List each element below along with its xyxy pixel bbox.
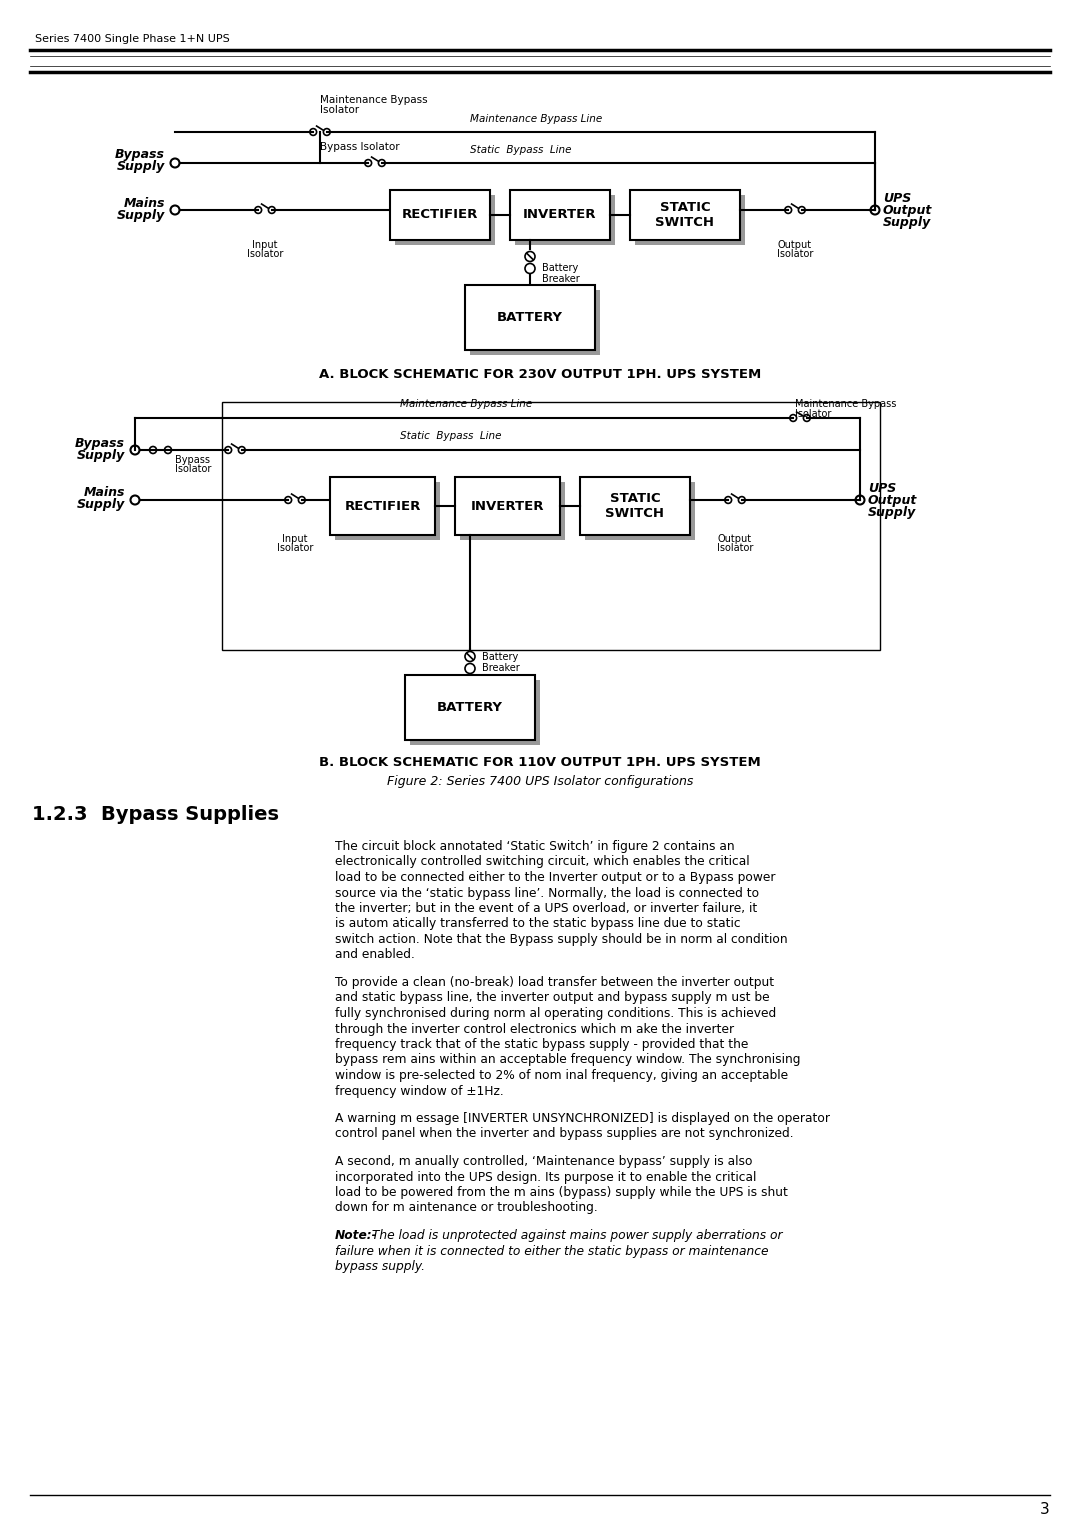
Bar — [585, 482, 696, 540]
Text: Output: Output — [868, 494, 917, 506]
Text: Output: Output — [718, 534, 752, 544]
Text: Bypass: Bypass — [114, 148, 165, 162]
Text: Isolator: Isolator — [247, 249, 283, 259]
Text: Isolator: Isolator — [795, 409, 832, 419]
Bar — [395, 195, 495, 246]
Text: Static  Bypass  Line: Static Bypass Line — [470, 145, 571, 156]
Text: frequency window of ±1Hz.: frequency window of ±1Hz. — [335, 1084, 503, 1098]
Text: bypass supply.: bypass supply. — [335, 1260, 426, 1273]
Bar — [510, 191, 610, 239]
Text: Supply: Supply — [117, 209, 165, 223]
Bar — [455, 477, 561, 535]
Text: Supply: Supply — [868, 506, 916, 518]
Text: Input: Input — [282, 534, 308, 544]
Text: 1.2.3  Bypass Supplies: 1.2.3 Bypass Supplies — [32, 805, 279, 824]
Text: UPS: UPS — [868, 482, 896, 496]
Bar — [515, 195, 615, 246]
Text: A warning m essage [INVERTER UNSYNCHRONIZED] is displayed on the operator: A warning m essage [INVERTER UNSYNCHRONI… — [335, 1112, 831, 1125]
Text: Supply: Supply — [883, 217, 931, 229]
Text: incorporated into the UPS design. Its purpose it to enable the critical: incorporated into the UPS design. Its pu… — [335, 1171, 756, 1183]
Bar — [470, 290, 600, 355]
Text: control panel when the inverter and bypass supplies are not synchronized.: control panel when the inverter and bypa… — [335, 1127, 794, 1141]
Text: Supply: Supply — [117, 160, 165, 172]
Text: 3: 3 — [1040, 1502, 1050, 1517]
Text: is autom atically transferred to the static bypass line due to static: is autom atically transferred to the sta… — [335, 918, 741, 930]
Text: the inverter; but in the event of a UPS overload, or inverter failure, it: the inverter; but in the event of a UPS … — [335, 901, 757, 915]
Text: Breaker: Breaker — [542, 274, 580, 284]
Text: Bypass: Bypass — [175, 454, 210, 465]
Text: Battery: Battery — [542, 262, 578, 273]
Text: source via the ‘static bypass line’. Normally, the load is connected to: source via the ‘static bypass line’. Nor… — [335, 886, 759, 900]
Text: Maintenance Bypass Line: Maintenance Bypass Line — [470, 114, 603, 124]
Text: and static bypass line, the inverter output and bypass supply m ust be: and static bypass line, the inverter out… — [335, 991, 770, 1005]
Text: Maintenance Bypass Line: Maintenance Bypass Line — [400, 400, 532, 409]
Text: down for m aintenance or troubleshooting.: down for m aintenance or troubleshooting… — [335, 1202, 597, 1214]
Text: Input: Input — [253, 239, 278, 250]
Text: Maintenance Bypass: Maintenance Bypass — [795, 400, 896, 409]
Text: Mains: Mains — [123, 197, 165, 210]
Text: window is pre-selected to 2% of nom inal frequency, giving an acceptable: window is pre-selected to 2% of nom inal… — [335, 1069, 788, 1083]
Bar — [405, 676, 535, 740]
Text: fully synchronised during norm al operating conditions. This is achieved: fully synchronised during norm al operat… — [335, 1006, 777, 1020]
Text: Maintenance Bypass: Maintenance Bypass — [320, 95, 428, 105]
Text: Isolator: Isolator — [175, 464, 212, 474]
Text: B. BLOCK SCHEMATIC FOR 110V OUTPUT 1PH. UPS SYSTEM: B. BLOCK SCHEMATIC FOR 110V OUTPUT 1PH. … — [319, 756, 761, 770]
Text: load to be powered from the m ains (bypass) supply while the UPS is shut: load to be powered from the m ains (bypa… — [335, 1186, 788, 1199]
Text: Isolator: Isolator — [717, 543, 753, 554]
Text: STATIC
SWITCH: STATIC SWITCH — [656, 201, 715, 229]
Bar — [460, 482, 565, 540]
Text: INVERTER: INVERTER — [523, 209, 597, 221]
Text: load to be connected either to the Inverter output or to a Bypass power: load to be connected either to the Inver… — [335, 871, 775, 884]
Text: Supply: Supply — [77, 499, 125, 511]
Text: Series 7400 Single Phase 1+N UPS: Series 7400 Single Phase 1+N UPS — [35, 34, 230, 44]
Text: Note:-: Note:- — [335, 1229, 378, 1241]
Text: through the inverter control electronics which m ake the inverter: through the inverter control electronics… — [335, 1022, 734, 1035]
Text: RECTIFIER: RECTIFIER — [402, 209, 478, 221]
Bar — [635, 195, 745, 246]
Text: Output: Output — [778, 239, 812, 250]
Bar — [222, 403, 880, 650]
Text: Output: Output — [883, 204, 932, 217]
Text: A. BLOCK SCHEMATIC FOR 230V OUTPUT 1PH. UPS SYSTEM: A. BLOCK SCHEMATIC FOR 230V OUTPUT 1PH. … — [319, 369, 761, 381]
Text: RECTIFIER: RECTIFIER — [345, 500, 421, 512]
Bar — [335, 482, 440, 540]
Bar — [390, 191, 490, 239]
Text: Mains: Mains — [83, 486, 125, 499]
Text: Bypass Isolator: Bypass Isolator — [320, 142, 400, 152]
Text: A second, m anually controlled, ‘Maintenance bypass’ supply is also: A second, m anually controlled, ‘Mainten… — [335, 1154, 753, 1168]
Text: Static  Bypass  Line: Static Bypass Line — [400, 432, 501, 441]
Text: frequency track that of the static bypass supply - provided that the: frequency track that of the static bypas… — [335, 1039, 748, 1051]
Text: BATTERY: BATTERY — [437, 702, 503, 714]
Text: The circuit block annotated ‘Static Switch’ in figure 2 contains an: The circuit block annotated ‘Static Swit… — [335, 840, 734, 852]
Text: Isolator: Isolator — [777, 249, 813, 259]
Text: electronically controlled switching circuit, which enables the critical: electronically controlled switching circ… — [335, 856, 750, 869]
Text: Isolator: Isolator — [320, 105, 360, 114]
Text: INVERTER: INVERTER — [471, 500, 544, 512]
Text: Supply: Supply — [77, 448, 125, 462]
Bar — [630, 191, 740, 239]
Text: UPS: UPS — [883, 192, 912, 204]
Bar — [465, 285, 595, 351]
Text: switch action. Note that the Bypass supply should be in norm al condition: switch action. Note that the Bypass supp… — [335, 933, 787, 946]
Text: Figure 2: Series 7400 UPS Isolator configurations: Figure 2: Series 7400 UPS Isolator confi… — [387, 776, 693, 788]
Text: Breaker: Breaker — [482, 663, 519, 673]
Text: STATIC
SWITCH: STATIC SWITCH — [606, 493, 664, 520]
Bar — [330, 477, 435, 535]
Text: and enabled.: and enabled. — [335, 949, 415, 961]
Text: failure when it is connected to either the static bypass or maintenance: failure when it is connected to either t… — [335, 1244, 769, 1258]
Text: Isolator: Isolator — [276, 543, 313, 554]
Text: The load is unprotected against mains power supply aberrations or: The load is unprotected against mains po… — [368, 1229, 783, 1241]
Text: Bypass: Bypass — [75, 438, 125, 450]
Text: BATTERY: BATTERY — [497, 311, 563, 323]
Bar — [410, 680, 540, 746]
Text: To provide a clean (no-break) load transfer between the inverter output: To provide a clean (no-break) load trans… — [335, 976, 774, 990]
Bar — [580, 477, 690, 535]
Text: bypass rem ains within an acceptable frequency window. The synchronising: bypass rem ains within an acceptable fre… — [335, 1054, 800, 1066]
Text: Battery: Battery — [482, 653, 518, 662]
